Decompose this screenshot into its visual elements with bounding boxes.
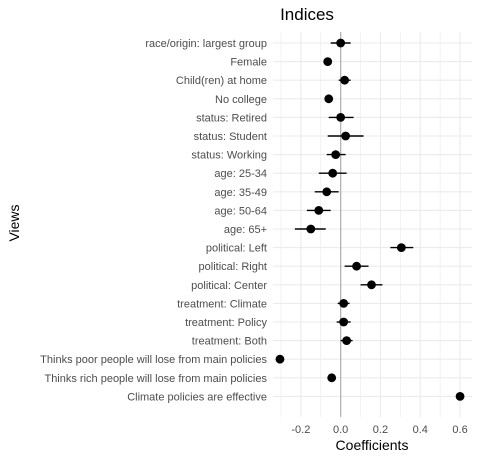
y-tick-label: status: Working <box>191 150 267 162</box>
y-tick-label: Thinks rich people will lose from main p… <box>44 373 267 385</box>
y-tick-label: Thinks poor people will lose from main p… <box>40 354 267 366</box>
y-tick-label: Climate policies are effective <box>127 391 267 403</box>
coefficient-point <box>339 317 349 327</box>
coefficient-point <box>314 206 324 215</box>
coefficient-point <box>341 131 351 141</box>
coefficient-point <box>323 57 333 66</box>
grid <box>273 32 472 417</box>
coefficient-point <box>455 392 465 401</box>
coefficient-point <box>322 187 332 197</box>
y-tick-label: race/origin: largest group <box>145 38 267 50</box>
y-tick-label: age: 65+ <box>224 224 267 236</box>
coefficient-point <box>331 150 341 160</box>
y-tick-label: age: 25-34 <box>214 168 267 180</box>
y-tick-labels: race/origin: largest group Female Child(re… <box>40 38 267 403</box>
y-tick-label: political: Center <box>191 280 267 292</box>
x-axis-title: Coefficients <box>336 437 409 453</box>
coefficient-point <box>306 224 316 234</box>
x-tick-label: 0.6 <box>452 424 467 436</box>
y-tick-label: political: Left <box>206 243 267 255</box>
coefficient-point <box>367 280 376 290</box>
x-tick-label: 0.2 <box>373 424 388 436</box>
y-tick-label: treatment: Both <box>192 336 267 348</box>
x-tick-label: 0.4 <box>413 424 428 436</box>
coefficient-point <box>336 38 346 48</box>
coefficient-point <box>342 336 352 345</box>
x-tick-label: -0.2 <box>291 424 310 436</box>
coefficient-point <box>327 373 337 383</box>
x-tick-labels: -0.2 0.0 0.2 0.4 0.6 <box>291 424 467 436</box>
coefficient-marks <box>275 38 465 401</box>
y-tick-label: treatment: Climate <box>177 298 267 310</box>
chart-title: Indices <box>280 5 334 24</box>
y-tick-label: No college <box>215 94 267 106</box>
coefficient-point <box>328 168 338 178</box>
y-tick-label: status: Retired <box>196 112 267 124</box>
coefficient-point <box>324 94 334 104</box>
y-tick-label: treatment: Policy <box>185 317 267 329</box>
coefficient-point <box>339 299 349 308</box>
coefficient-point <box>275 354 285 364</box>
y-tick-label: status: Student <box>194 131 267 143</box>
x-tick-label: 0.0 <box>333 424 348 436</box>
y-tick-label: age: 50-64 <box>214 205 267 217</box>
y-tick-label: age: 35-49 <box>214 187 267 199</box>
coefficient-point <box>352 261 361 271</box>
y-tick-label: Child(ren) at home <box>176 75 267 87</box>
coefficient-point <box>336 113 346 122</box>
y-axis-title: Views <box>6 204 22 241</box>
coefficient-point <box>340 75 350 85</box>
coefficient-point <box>396 243 406 253</box>
y-tick-label: Female <box>230 57 267 69</box>
y-tick-label: political: Right <box>199 261 267 273</box>
